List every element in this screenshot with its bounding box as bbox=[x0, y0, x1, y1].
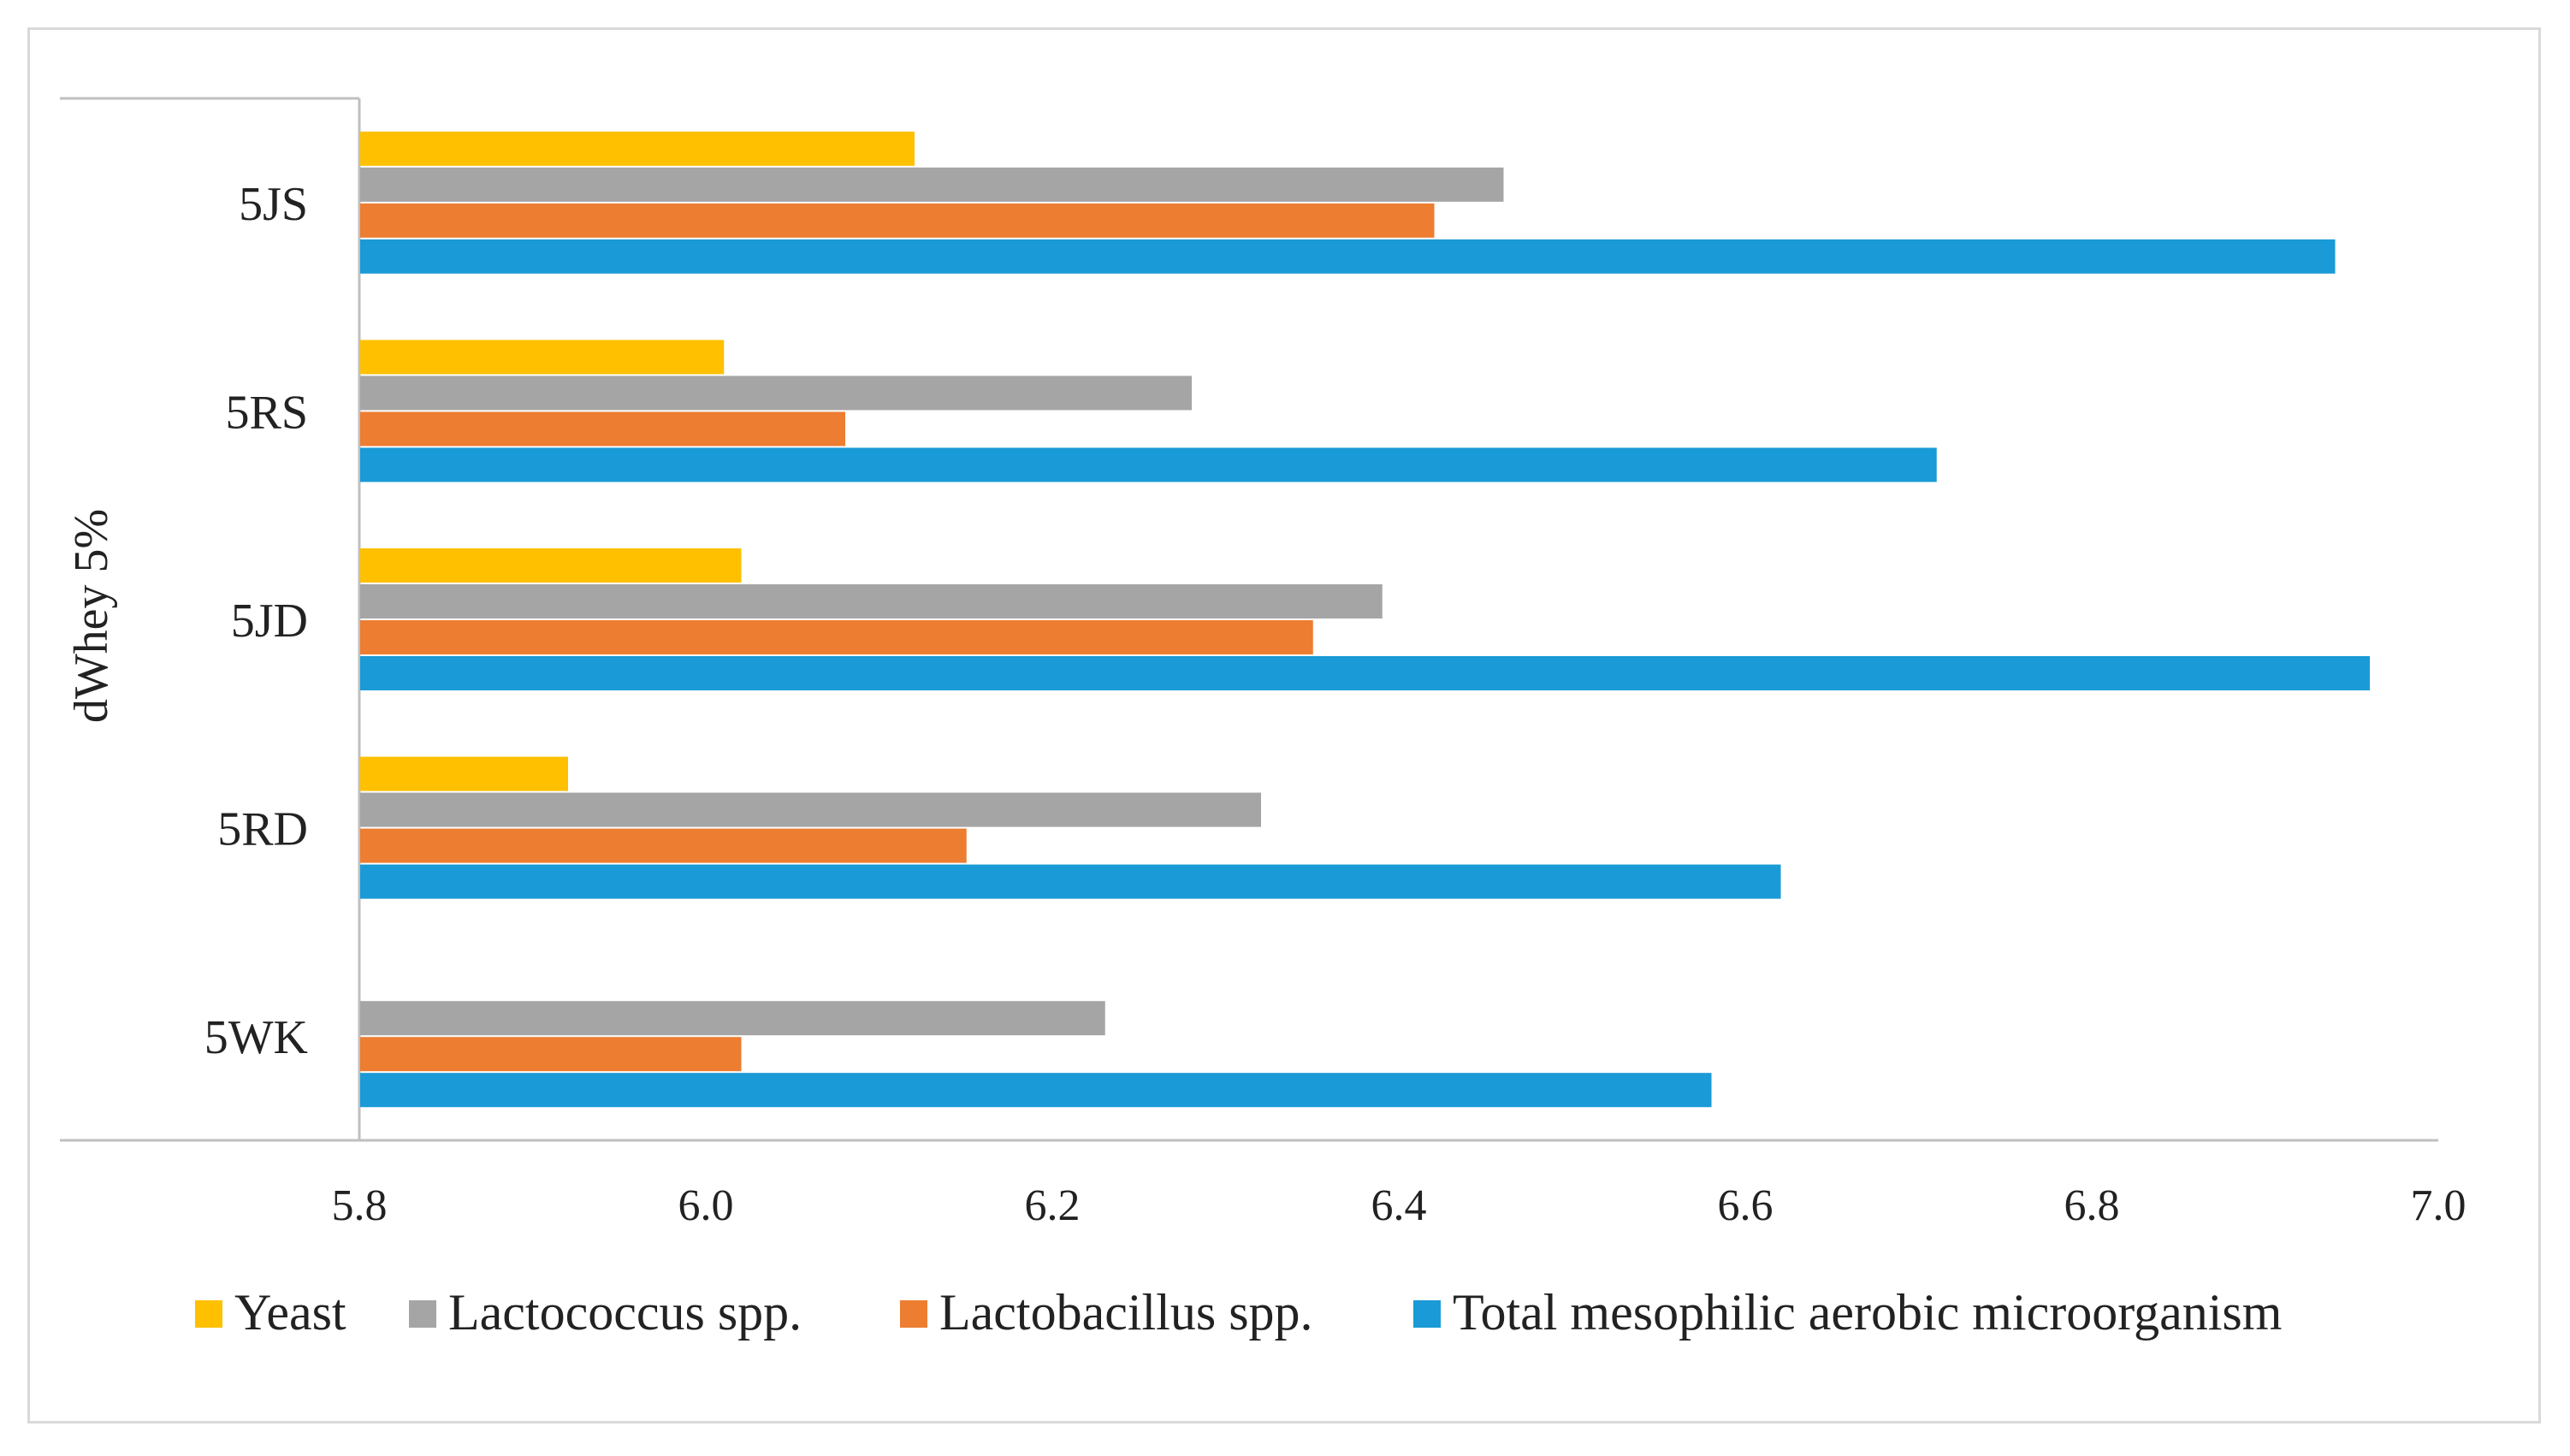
x-tick-label: 6.6 bbox=[1718, 1181, 1774, 1230]
legend: Yeast Lactococcus spp. Lactobacillus spp. T… bbox=[195, 1284, 2282, 1341]
x-tick-label: 5.8 bbox=[332, 1181, 388, 1230]
bar-5JS-yeast bbox=[360, 131, 915, 166]
bar-5RS-lactobacillus-spp bbox=[360, 411, 845, 447]
legend-swatch bbox=[409, 1300, 436, 1328]
legend-label: Total mesophilic aerobic microorganism bbox=[1453, 1284, 2282, 1341]
group-axis-label: dWhey 5% bbox=[65, 509, 118, 723]
bar-5RD-lactococcus-spp bbox=[360, 792, 1261, 827]
bar-5JS-total-mesophilic-aerobic-microorganism bbox=[360, 239, 2336, 274]
category-label: 5JS bbox=[239, 178, 308, 231]
legend-swatch bbox=[900, 1300, 927, 1328]
x-tick-label: 6.2 bbox=[1025, 1181, 1081, 1230]
legend-label: Yeast bbox=[234, 1284, 346, 1341]
category-label: 5WK bbox=[204, 1011, 308, 1064]
bar-5RD-yeast bbox=[360, 756, 568, 791]
bar-5JS-lactobacillus-spp bbox=[360, 203, 1435, 238]
legend-swatch bbox=[1413, 1300, 1441, 1328]
bar-5WK-total-mesophilic-aerobic-microorganism bbox=[360, 1073, 1712, 1108]
bar-5JD-lactobacillus-spp bbox=[360, 620, 1313, 654]
bar-5JD-lactococcus-spp bbox=[360, 584, 1383, 619]
legend-swatch bbox=[195, 1300, 222, 1328]
x-tick-label: 6.8 bbox=[2064, 1181, 2120, 1230]
bar-5JS-lactococcus-spp bbox=[360, 167, 1504, 202]
axes: dWhey 5% bbox=[60, 97, 2438, 1142]
bar-5WK-lactobacillus-spp bbox=[360, 1037, 742, 1072]
bars bbox=[360, 131, 2370, 1108]
x-tick-label: 6.0 bbox=[678, 1181, 734, 1230]
bar-5JD-yeast bbox=[360, 548, 742, 583]
bar-5RD-lactobacillus-spp bbox=[360, 828, 967, 863]
legend-label: Lactobacillus spp. bbox=[939, 1284, 1313, 1341]
bar-5JD-total-mesophilic-aerobic-microorganism bbox=[360, 656, 2370, 690]
bar-5RS-lactococcus-spp bbox=[360, 376, 1192, 411]
x-tick-labels: 5.8 6.0 6.2 6.4 6.6 6.8 7.0 bbox=[332, 1181, 2466, 1230]
category-label: 5RD bbox=[217, 803, 308, 856]
category-labels: 5WK 5RD 5JD 5RS 5JS bbox=[204, 178, 308, 1064]
bar-5RS-total-mesophilic-aerobic-microorganism bbox=[360, 447, 1937, 482]
x-tick-label: 7.0 bbox=[2411, 1181, 2466, 1230]
legend-label: Lactococcus spp. bbox=[448, 1284, 802, 1341]
category-label: 5RS bbox=[226, 386, 309, 439]
bar-5RS-yeast bbox=[360, 340, 725, 375]
x-tick-label: 6.4 bbox=[1371, 1181, 1427, 1230]
bar-5RD-total-mesophilic-aerobic-microorganism bbox=[360, 864, 1781, 899]
category-label: 5JD bbox=[231, 595, 308, 648]
bar-5WK-lactococcus-spp bbox=[360, 1001, 1105, 1036]
